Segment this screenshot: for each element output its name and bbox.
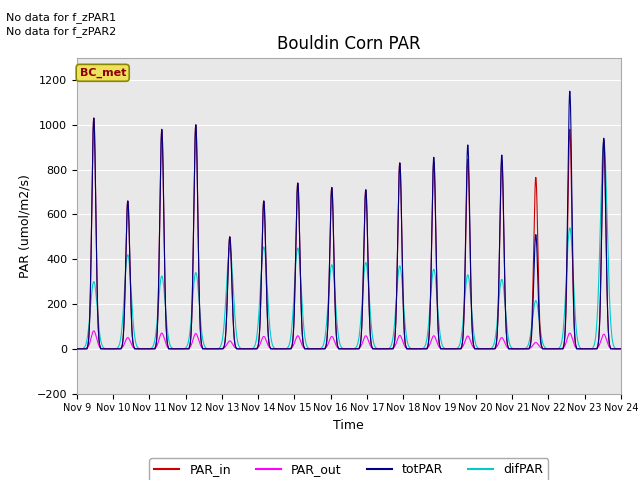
X-axis label: Time: Time <box>333 419 364 432</box>
Text: No data for f_zPAR1: No data for f_zPAR1 <box>6 12 116 23</box>
Y-axis label: PAR (umol/m2/s): PAR (umol/m2/s) <box>18 174 31 277</box>
Text: No data for f_zPAR2: No data for f_zPAR2 <box>6 26 116 37</box>
Legend: PAR_in, PAR_out, totPAR, difPAR: PAR_in, PAR_out, totPAR, difPAR <box>150 458 548 480</box>
Title: Bouldin Corn PAR: Bouldin Corn PAR <box>277 35 420 53</box>
Text: BC_met: BC_met <box>79 68 126 78</box>
